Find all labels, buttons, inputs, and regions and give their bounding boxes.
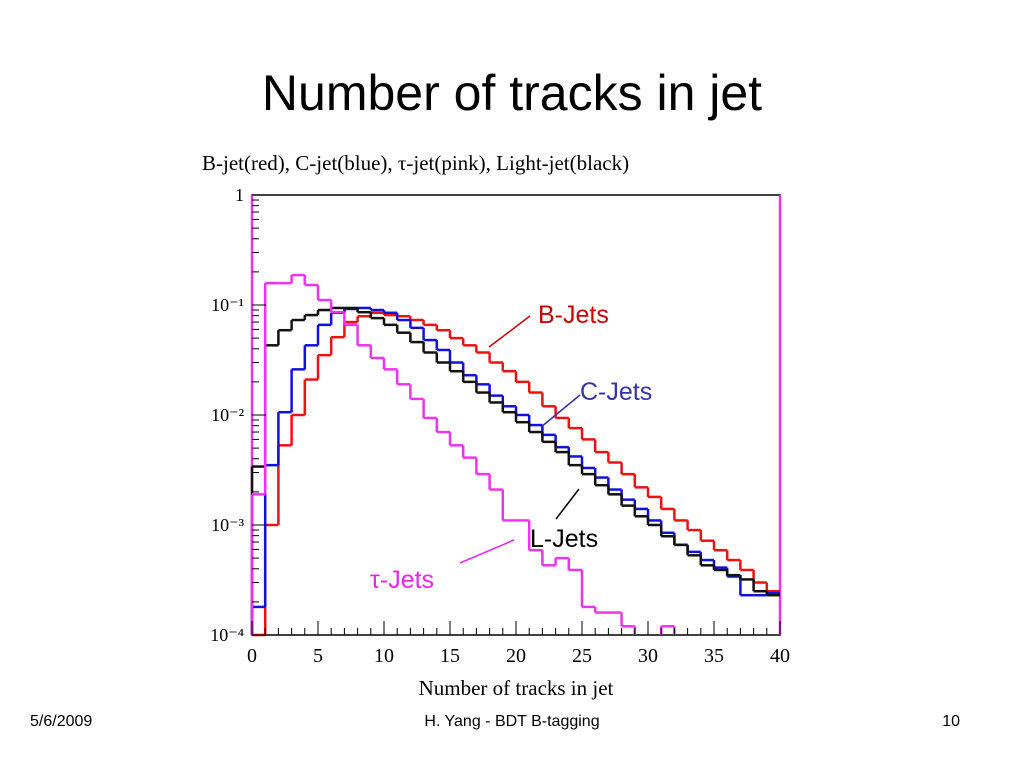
- y-tick-label: 10⁻⁴: [210, 625, 244, 645]
- x-tick-label: 30: [638, 645, 658, 667]
- annotation: τ-Jets: [370, 566, 434, 594]
- footer-date: 5/6/2009: [30, 713, 92, 730]
- footer-center: H. Yang - BDT B-tagging: [424, 713, 599, 730]
- chart-title: B-jet(red), C-jet(blue), τ-jet(pink), Li…: [202, 151, 629, 175]
- annotation-arrow: [555, 488, 580, 520]
- footer-page: 10: [942, 713, 960, 730]
- x-tick-label: 25: [572, 645, 592, 667]
- y-tick-label: 10⁻¹: [211, 295, 244, 315]
- annotation: B-Jets: [538, 301, 609, 329]
- annotation: L-Jets: [530, 525, 598, 553]
- annotation: C-Jets: [580, 378, 652, 406]
- y-tick-label: 10⁻³: [211, 515, 245, 535]
- x-axis-label: Number of tracks in jet: [419, 676, 614, 700]
- annotation-arrow: [459, 539, 515, 564]
- x-tick-label: 40: [770, 645, 790, 667]
- plot-marks: [250, 273, 780, 637]
- x-tick-label: 5: [313, 645, 323, 667]
- annotation-arrow: [488, 315, 531, 348]
- x-tick-label: 20: [506, 645, 526, 667]
- y-tick-label: 1: [235, 185, 244, 205]
- x-tick-label: 0: [247, 645, 257, 667]
- annotation-arrow: [540, 394, 581, 428]
- x-tick-label: 10: [374, 645, 394, 667]
- slide-title: Number of tracks in jet: [262, 65, 762, 121]
- x-tick-label: 15: [440, 645, 460, 667]
- x-tick-label: 35: [704, 645, 724, 667]
- y-tick-label: 10⁻²: [211, 405, 244, 425]
